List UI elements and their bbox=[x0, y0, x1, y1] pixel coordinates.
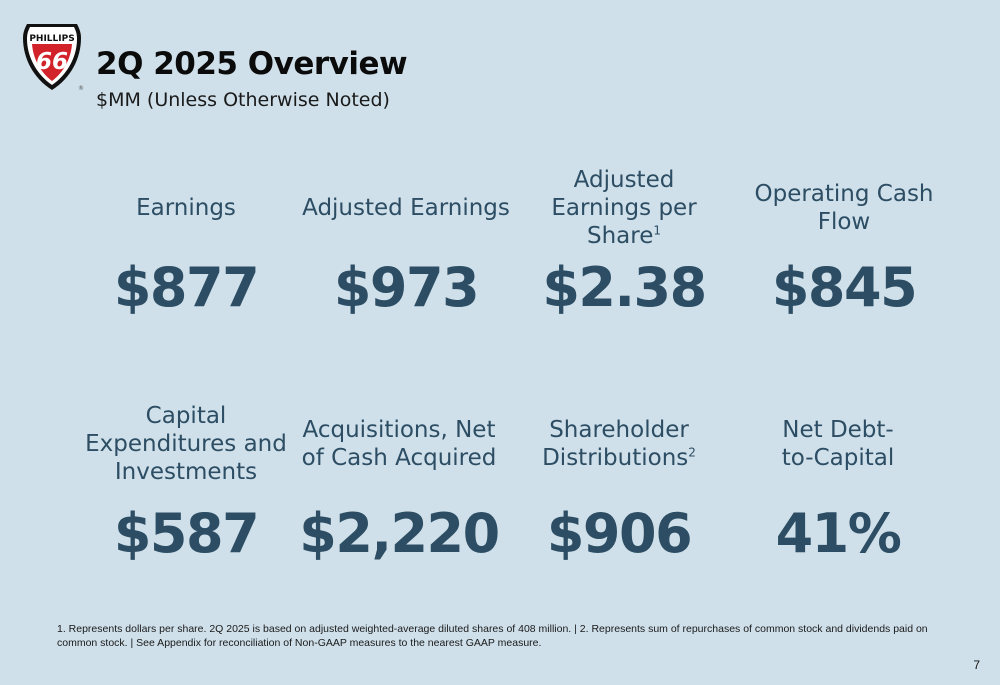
phillips-66-logo: PHILLIPS 66 ® bbox=[23, 22, 85, 92]
metric-value: $877 bbox=[113, 256, 260, 319]
registered-mark: ® bbox=[78, 85, 84, 92]
page-subtitle: $MM (Unless Otherwise Noted) bbox=[96, 89, 390, 111]
metric-value: $2.38 bbox=[542, 256, 707, 319]
page-title: 2Q 2025 Overview bbox=[96, 46, 408, 82]
footnote: 1. Represents dollars per share. 2Q 2025… bbox=[57, 623, 928, 649]
logo-number-text: 66 bbox=[36, 49, 68, 75]
metric-label: Shareholder Distributions2 bbox=[542, 417, 696, 471]
metric-value: 41% bbox=[775, 502, 902, 565]
metric-label: Earnings bbox=[136, 195, 236, 221]
metric-label: Acquisitions, Net of Cash Acquired bbox=[301, 417, 497, 471]
footnote-marker: 1 bbox=[653, 223, 661, 238]
metric-label: Capital Expenditures and Investments bbox=[85, 403, 287, 485]
logo-brand-text: PHILLIPS bbox=[29, 34, 74, 44]
metric-label: Net Debt-to-Capital bbox=[781, 417, 895, 471]
metric-value: $973 bbox=[333, 256, 480, 319]
metric-label: Operating Cash Flow bbox=[754, 181, 934, 235]
metric-value: $2,220 bbox=[299, 502, 500, 565]
metric-value: $587 bbox=[113, 502, 260, 565]
metric-value: $906 bbox=[546, 502, 693, 565]
metric-value: $845 bbox=[771, 256, 918, 319]
shield-logo-icon: PHILLIPS 66 ® bbox=[23, 24, 84, 92]
page-number: 7 bbox=[973, 658, 980, 672]
metric-label: Adjusted Earnings per Share1 bbox=[551, 167, 697, 249]
metric-label: Adjusted Earnings bbox=[302, 195, 510, 221]
footnote-marker: 2 bbox=[688, 445, 696, 460]
